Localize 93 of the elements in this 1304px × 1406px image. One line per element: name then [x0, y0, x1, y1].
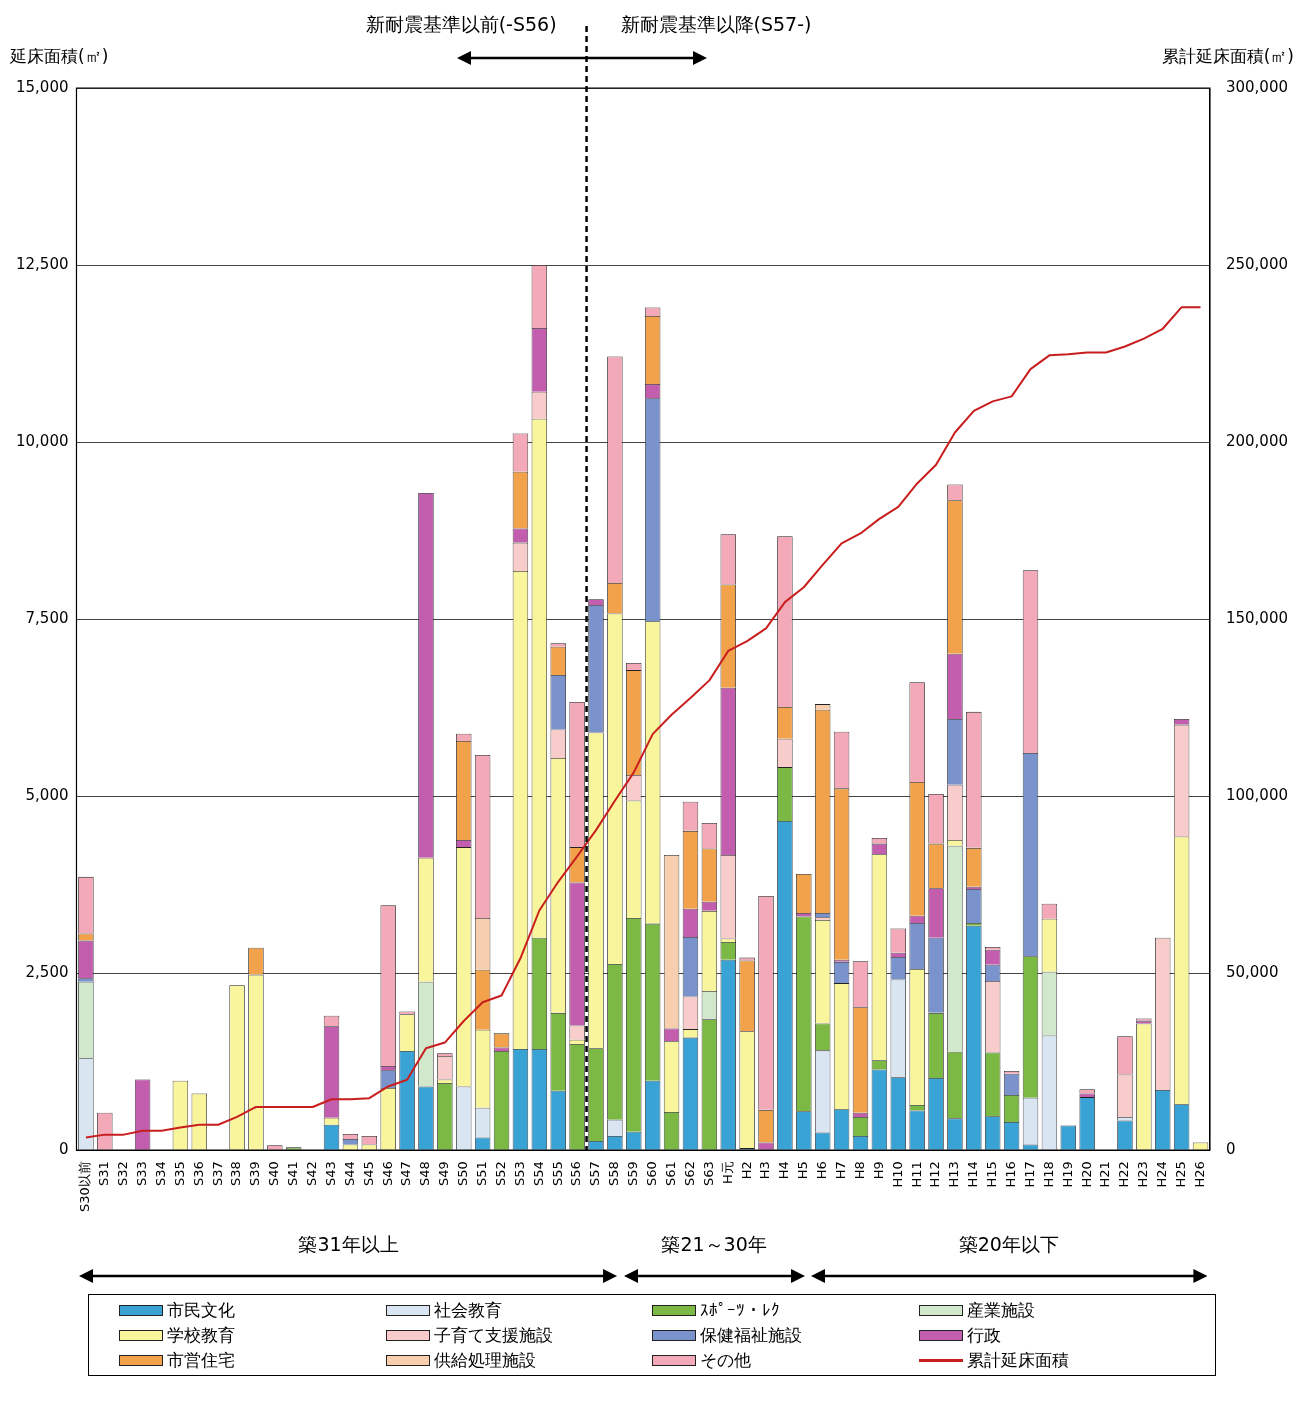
x-tick-label: S33 [133, 1161, 149, 1186]
x-tick-label: H5 [795, 1161, 811, 1180]
x-tick-label: S36 [190, 1161, 206, 1186]
x-tick-label: S56 [568, 1161, 584, 1186]
x-tick-label: S59 [625, 1161, 641, 1186]
text: 築31年以上 [298, 1233, 399, 1256]
x-tick-label: H13 [946, 1161, 962, 1188]
x-tick-label: S48 [417, 1161, 433, 1186]
y2-tick-label: 50,000 [1225, 963, 1279, 982]
x-tick-label: S47 [398, 1161, 414, 1186]
legend-label: 市営住宅 [167, 1349, 235, 1371]
x-tick-label: S46 [379, 1161, 395, 1186]
legend-label: 保健福祉施設 [700, 1324, 802, 1346]
x-tick-label: S53 [511, 1161, 527, 1186]
x-tick-label: H3 [757, 1161, 773, 1180]
legend-label: 市民文化 [167, 1299, 235, 1321]
x-tick-label: S41 [285, 1161, 301, 1186]
x-tick-label: S40 [266, 1161, 282, 1186]
x-tick-label: S39 [247, 1161, 263, 1186]
legend-label: 供給処理施設 [433, 1349, 536, 1371]
y2-tick-label: 250,000 [1225, 254, 1288, 273]
x-tick-label: H23 [1135, 1161, 1151, 1188]
legend-label: 子育て支援施設 [433, 1324, 553, 1346]
x-tick-label: H4 [776, 1161, 792, 1180]
x-tick-label: H12 [927, 1161, 943, 1188]
x-tick-label: S42 [304, 1161, 319, 1186]
x-tick-label: H15 [984, 1161, 1000, 1188]
y2-axis-title: 累計延床面積(㎡) [1161, 45, 1294, 66]
y2-tick-label: 150,000 [1225, 608, 1288, 627]
y-axis-title: 延床面積(㎡) [9, 45, 109, 66]
x-tick-label: H26 [1191, 1161, 1207, 1188]
x-tick-label: S30以前 [77, 1161, 93, 1212]
y-tick-label: 15,000 [15, 77, 69, 96]
legend-label: 累計延床面積 [966, 1349, 1069, 1371]
legend-label: 行政 [966, 1324, 1001, 1346]
legend-label: 産業施設 [966, 1299, 1035, 1321]
x-tick-label: S49 [436, 1161, 452, 1186]
legend-label: 学校教育 [167, 1324, 235, 1346]
x-tick-label: H2 [738, 1161, 754, 1180]
x-tick-label: S63 [700, 1161, 716, 1186]
x-tick-label: H11 [908, 1161, 924, 1188]
legend-label: ｽﾎﾟｰﾂ・ﾚｸ [700, 1299, 780, 1321]
x-tick-label: H18 [1040, 1161, 1056, 1188]
y-tick-label: 2,500 [25, 963, 69, 982]
x-tick-label: S50 [455, 1161, 471, 1186]
x-tick-label: S57 [587, 1161, 603, 1186]
x-tick-label: H17 [1021, 1161, 1037, 1188]
x-tick-label: H25 [1173, 1161, 1189, 1188]
y-tick-label: 10,000 [15, 431, 69, 450]
x-tick-label: H21 [1097, 1161, 1113, 1188]
x-tick-label: H10 [889, 1161, 905, 1188]
x-tick-label: S62 [681, 1161, 697, 1186]
legend-label: 社会教育 [433, 1299, 502, 1321]
x-tick-label: H6 [814, 1161, 830, 1180]
text: 新耐震基準以前(-S56) [365, 13, 557, 36]
x-tick-label: S31 [96, 1161, 112, 1186]
x-tick-label: S37 [209, 1161, 225, 1186]
x-tick-label: S52 [492, 1161, 508, 1186]
x-tick-label: S61 [662, 1161, 678, 1186]
x-tick-label: H20 [1078, 1161, 1094, 1188]
x-tick-label: H19 [1059, 1161, 1075, 1188]
text: 築21～30年 [661, 1233, 767, 1256]
y-tick-label: 7,500 [25, 608, 69, 627]
x-tick-label: H9 [870, 1161, 886, 1180]
x-tick-label: H7 [832, 1161, 848, 1180]
x-tick-label: S54 [530, 1161, 546, 1186]
x-tick-label: H24 [1154, 1161, 1170, 1188]
x-tick-label: H8 [851, 1161, 867, 1180]
x-tick-label: S43 [322, 1161, 338, 1186]
x-tick-label: H22 [1116, 1161, 1132, 1188]
x-tick-label: S38 [228, 1161, 244, 1186]
x-tick-label: H16 [1002, 1161, 1018, 1188]
x-tick-label: S45 [360, 1161, 376, 1186]
x-tick-label: S60 [644, 1161, 660, 1186]
y2-tick-label: 200,000 [1225, 431, 1288, 450]
y-tick-label: 5,000 [25, 786, 69, 805]
x-tick-label: H元 [719, 1161, 735, 1184]
x-tick-label: S44 [341, 1161, 357, 1186]
legend-label: その他 [700, 1349, 751, 1371]
x-tick-label: H14 [965, 1161, 981, 1188]
x-tick-label: S58 [606, 1161, 622, 1186]
x-tick-label: S35 [171, 1161, 187, 1186]
y2-tick-label: 300,000 [1225, 77, 1288, 96]
y-tick-label: 0 [58, 1140, 69, 1159]
y2-tick-label: 0 [1225, 1140, 1236, 1159]
y-tick-label: 12,500 [15, 254, 69, 273]
x-tick-label: S32 [115, 1161, 131, 1186]
y2-tick-label: 100,000 [1225, 786, 1288, 805]
x-tick-label: S55 [549, 1161, 565, 1186]
x-tick-label: S51 [474, 1161, 490, 1186]
text: 新耐震基準以降(S57-) [620, 13, 812, 36]
x-tick-label: S34 [152, 1161, 168, 1186]
text: 築20年以下 [958, 1233, 1059, 1256]
